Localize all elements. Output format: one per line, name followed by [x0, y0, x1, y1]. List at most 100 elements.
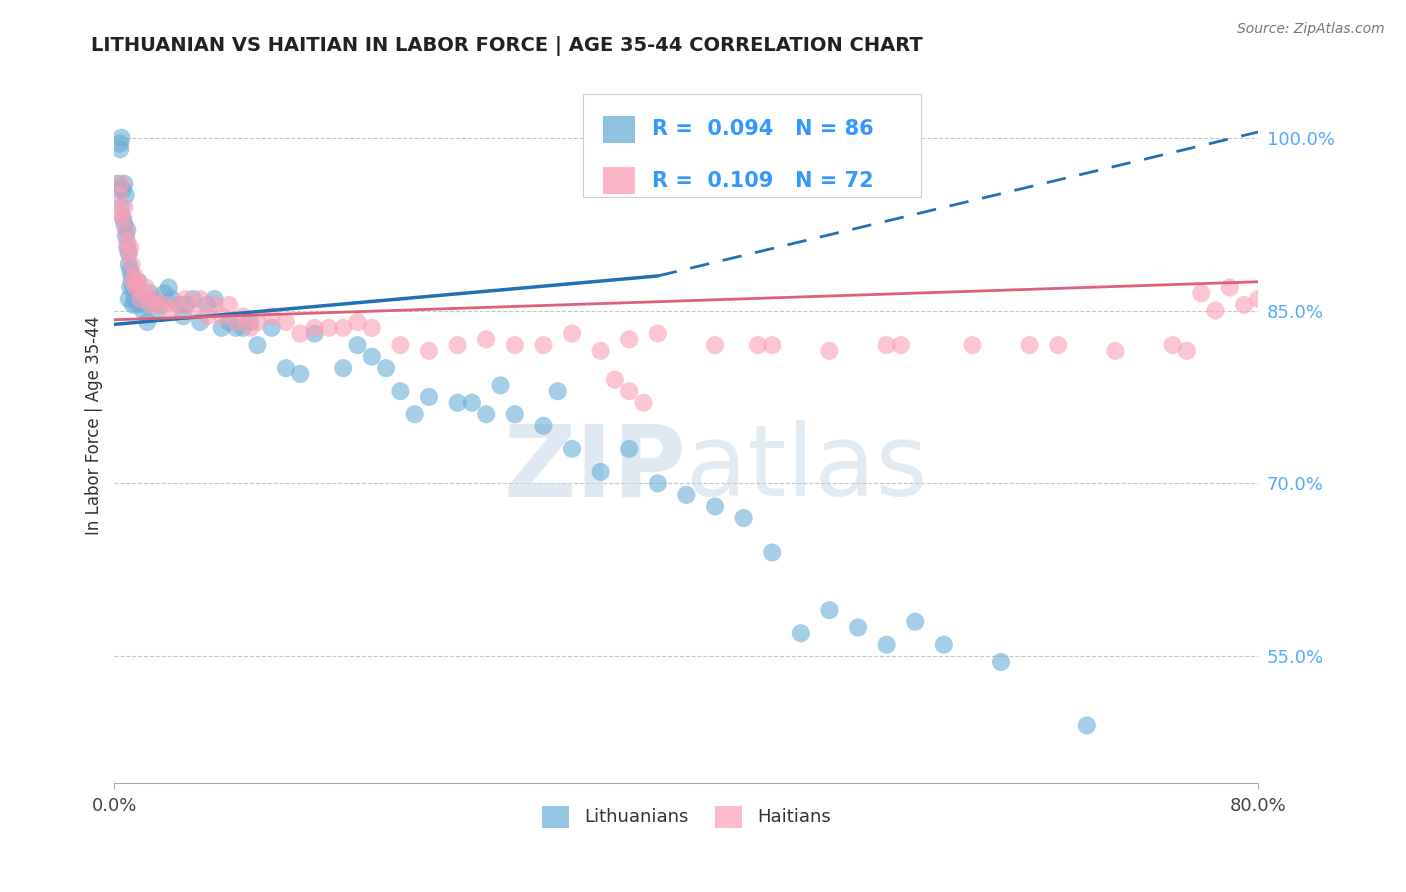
Point — [225, 321, 247, 335]
Point — [110, 177, 132, 191]
Point — [332, 361, 354, 376]
Point — [360, 350, 382, 364]
Text: R =  0.094   N = 86: R = 0.094 N = 86 — [652, 120, 873, 139]
Point — [218, 298, 240, 312]
Point — [108, 205, 131, 219]
Point — [181, 303, 204, 318]
Point — [136, 315, 159, 329]
Point — [547, 384, 569, 399]
Point — [135, 280, 157, 294]
Point — [211, 310, 233, 324]
Point — [117, 223, 139, 237]
Point — [174, 298, 197, 312]
Point — [195, 298, 218, 312]
Point — [1219, 280, 1241, 294]
Point — [818, 343, 841, 358]
Point — [174, 292, 197, 306]
Point — [110, 200, 132, 214]
Point — [1076, 718, 1098, 732]
Point — [876, 638, 898, 652]
Point — [112, 177, 135, 191]
Point — [446, 395, 468, 409]
Point — [125, 286, 148, 301]
Point — [1018, 338, 1040, 352]
Point — [246, 315, 269, 329]
Point — [120, 240, 142, 254]
Point — [142, 292, 165, 306]
Point — [589, 343, 612, 358]
Point — [418, 343, 440, 358]
Point — [129, 292, 152, 306]
Point — [115, 188, 138, 202]
Point — [1233, 298, 1256, 312]
Point — [225, 315, 247, 329]
Point — [360, 321, 382, 335]
Point — [112, 217, 135, 231]
Point — [475, 407, 498, 421]
Point — [153, 298, 176, 312]
Point — [239, 315, 262, 329]
Point — [122, 275, 145, 289]
Point — [172, 310, 194, 324]
Point — [108, 136, 131, 151]
Point — [846, 620, 869, 634]
Point — [239, 321, 262, 335]
FancyBboxPatch shape — [603, 116, 636, 143]
Point — [143, 292, 166, 306]
Point — [461, 395, 484, 409]
Point — [675, 488, 697, 502]
Point — [274, 315, 297, 329]
Point — [122, 280, 145, 294]
Point — [111, 211, 134, 226]
Point — [704, 338, 727, 352]
Point — [111, 211, 134, 226]
Point — [107, 182, 129, 196]
Point — [188, 315, 211, 329]
Point — [112, 200, 135, 214]
Point — [204, 292, 226, 306]
Point — [157, 280, 180, 294]
FancyBboxPatch shape — [603, 167, 636, 194]
Text: R =  0.109   N = 72: R = 0.109 N = 72 — [652, 170, 873, 191]
Text: ZIP: ZIP — [503, 420, 686, 517]
Point — [146, 303, 169, 318]
Point — [290, 326, 312, 341]
Point — [181, 292, 204, 306]
Point — [167, 298, 190, 312]
Point — [761, 338, 783, 352]
Point — [124, 268, 146, 283]
Point — [446, 338, 468, 352]
Point — [107, 188, 129, 202]
Point — [204, 298, 226, 312]
Point — [128, 275, 150, 289]
Point — [139, 298, 162, 312]
Point — [127, 298, 149, 312]
Point — [260, 321, 283, 335]
Point — [188, 292, 211, 306]
Point — [389, 338, 412, 352]
Point — [139, 286, 162, 301]
Point — [232, 310, 254, 324]
Point — [117, 240, 139, 254]
Point — [733, 511, 755, 525]
Point — [274, 361, 297, 376]
Point — [135, 298, 157, 312]
Point — [118, 257, 141, 271]
Point — [118, 292, 141, 306]
Point — [1104, 343, 1126, 358]
Point — [146, 298, 169, 312]
Point — [108, 142, 131, 156]
Point — [761, 545, 783, 559]
Point — [105, 177, 128, 191]
Point — [260, 310, 283, 324]
Point — [122, 298, 145, 312]
Point — [211, 321, 233, 335]
Point — [531, 338, 554, 352]
Point — [195, 310, 218, 324]
Point — [1247, 292, 1270, 306]
Point — [904, 615, 927, 629]
Point — [589, 465, 612, 479]
Point — [633, 395, 655, 409]
Point — [232, 321, 254, 335]
Point — [111, 182, 134, 196]
